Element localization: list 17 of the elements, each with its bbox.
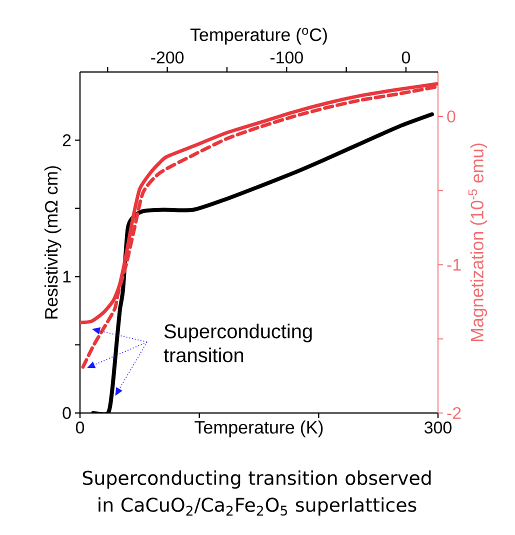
y2-axis-title: Magnetization (10$^{-5}$ emu) (468, 144, 488, 342)
y2-tick-label: -1 (447, 258, 461, 271)
y-axis-title: Resistivity (mΩ cm) (44, 166, 62, 318)
y-tick-label: 2 (62, 134, 71, 146)
line-series (81, 85, 438, 369)
x2-tick-label: -100 (270, 51, 303, 64)
text: Superconducting transition observed in CaCuO$_{2}$/Ca$_{2}$Fe$_{2}$O$_{5}$ superlattices (82, 470, 431, 516)
annotation: Superconducting transition (164, 324, 312, 362)
x2-tick-label: 0 (402, 51, 410, 64)
x-tick-label: 300 (424, 422, 452, 434)
x-axis-title: Temperature (K) (194, 420, 323, 438)
x2-tick-label: -200 (151, 51, 184, 64)
y2-tick-label: -2 (447, 407, 461, 419)
y2-tick-label: 0 (447, 110, 456, 122)
x2-axis-title: Temperature ($^{o}$C) (190, 28, 327, 45)
y-tick-label: 0 (62, 407, 71, 419)
y-tick-label: 1 (63, 270, 71, 282)
